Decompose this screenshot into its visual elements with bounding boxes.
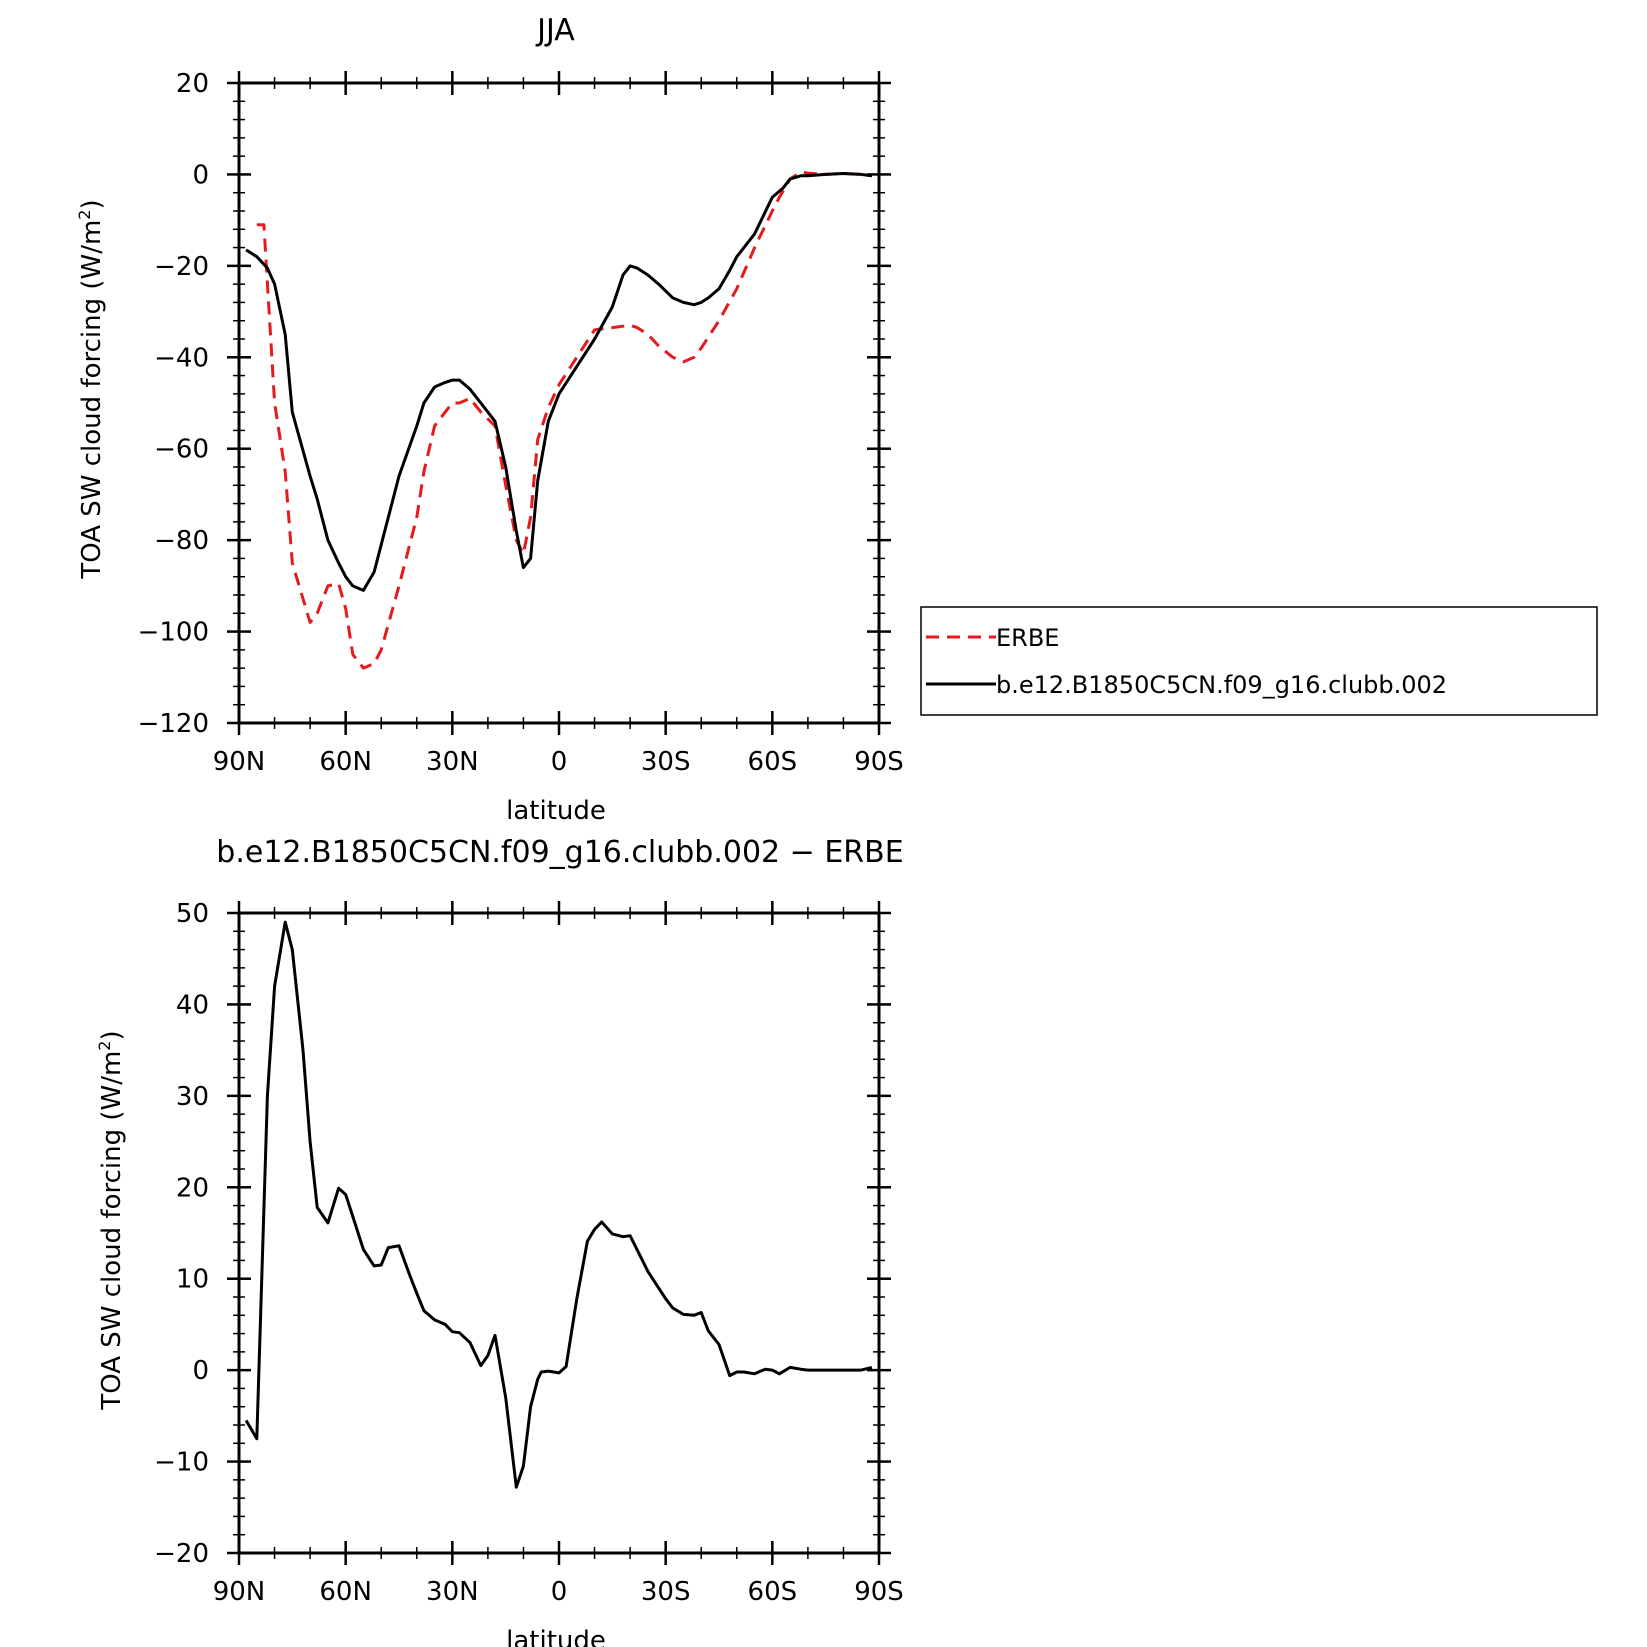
bottom-x-tick-label: 60N: [319, 1577, 372, 1607]
top-x-tick-label: 60N: [319, 747, 372, 777]
legend-box: [920, 606, 1598, 716]
bottom-x-tick-label: 0: [551, 1577, 568, 1607]
top-y-tick-label: −120: [138, 709, 209, 739]
bottom-series-lines: [244, 920, 873, 1489]
top-y-tick-label: −60: [154, 435, 209, 465]
top-x-tick-label: 0: [551, 747, 568, 777]
legend: ERBE b.e12.B1850C5CN.f09_g16.clubb.002: [920, 606, 1598, 716]
bottom-y-axis-label: TOA SW cloud forcing (W/m2): [95, 1030, 127, 1410]
bottom-chart-title: b.e12.B1850C5CN.f09_g16.clubb.002 − ERBE: [216, 835, 903, 870]
top-x-tick-label: 30S: [641, 747, 691, 777]
top-x-tick-label: 60S: [748, 747, 798, 777]
top-y-tick-label: 20: [176, 69, 209, 99]
top-series-lines: [245, 170, 873, 670]
top-y-axis-label: TOA SW cloud forcing (W/m2): [75, 199, 107, 579]
bottom-y-tick-label: −20: [154, 1539, 209, 1569]
top-chart-title: JJA: [535, 13, 575, 48]
bottom-x-tick-label: 90S: [854, 1577, 904, 1607]
bottom-y-tick-label: 30: [176, 1082, 209, 1112]
top-x-tick-label: 90S: [854, 747, 904, 777]
top-y-tick-label: −20: [154, 252, 209, 282]
bottom-y-tick-label: 10: [176, 1265, 209, 1295]
bottom-y-axis-label-superscript: 2: [95, 1040, 114, 1050]
top-tick-labels: 90N 60N 30N 0 30S 60S 90S −120 −100 −80 −60 −40 −20 0…: [138, 69, 904, 777]
top-plot-frame: [237, 81, 881, 725]
bottom-y-tick-label: 40: [176, 990, 209, 1020]
top-y-tick-label: −80: [154, 526, 209, 556]
bottom-y-tick-label: −10: [154, 1448, 209, 1478]
top-axis-ticks: [227, 71, 891, 735]
top-x-axis-label: latitude: [506, 796, 606, 826]
top-x-tick-label: 90N: [213, 747, 266, 777]
bottom-x-tick-label: 90N: [213, 1577, 266, 1607]
bottom-tick-labels: 90N 60N 30N 0 30S 60S 90S −20 −10 0 10 20 30 40 50: [154, 899, 904, 1607]
bottom-x-axis-label: latitude: [506, 1626, 606, 1647]
bottom-y-tick-label: 20: [176, 1173, 209, 1203]
bottom-x-tick-label: 60S: [748, 1577, 798, 1607]
top-series-line-erbe: [256, 170, 873, 670]
legend-label-erbe: ERBE: [996, 624, 1059, 652]
top-y-tick-label: −40: [154, 343, 209, 373]
bottom-series-line-difference: [244, 920, 873, 1489]
bottom-y-tick-label: 50: [176, 899, 209, 929]
bottom-chart-panel: b.e12.B1850C5CN.f09_g16.clubb.002 − ERBE…: [95, 835, 904, 1647]
bottom-plot-frame: [237, 911, 881, 1555]
top-y-tick-label: −100: [138, 618, 209, 648]
bottom-axis-ticks: [227, 901, 891, 1565]
top-x-tick-label: 30N: [426, 747, 479, 777]
bottom-x-tick-label: 30S: [641, 1577, 691, 1607]
top-chart-panel: JJA TOA SW cloud forcing (W/m2) latitude…: [75, 13, 1598, 826]
bottom-y-tick-label: 0: [192, 1356, 209, 1386]
top-series-line-model: [245, 172, 873, 592]
top-y-tick-label: 0: [192, 160, 209, 190]
bottom-x-tick-label: 30N: [426, 1577, 479, 1607]
legend-label-model: b.e12.B1850C5CN.f09_g16.clubb.002: [996, 671, 1447, 699]
top-y-axis-label-superscript: 2: [75, 209, 94, 219]
